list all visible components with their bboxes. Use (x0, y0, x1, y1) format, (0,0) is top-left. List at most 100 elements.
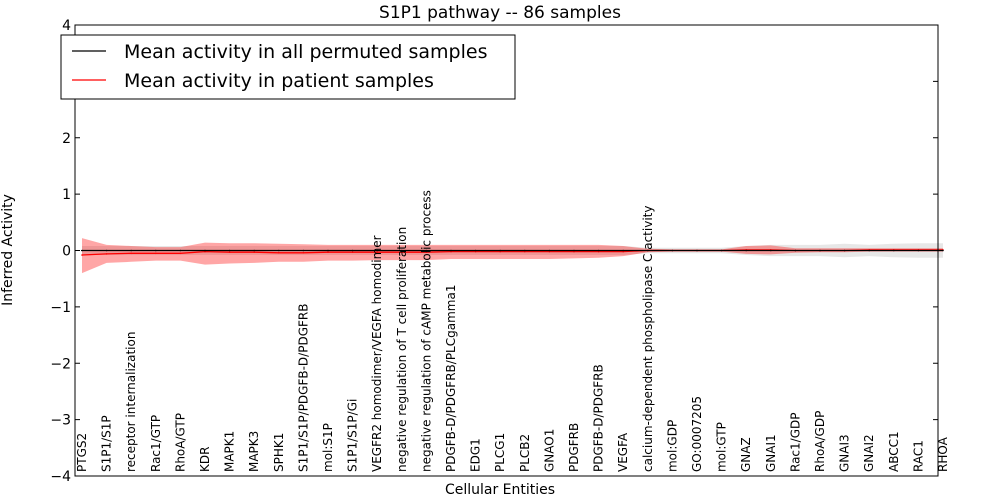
x-tick-label: RAC1 (911, 440, 925, 472)
x-tick-label: ABCC1 (887, 431, 901, 472)
series-0-point (917, 249, 920, 252)
x-tick-label: RHOA (936, 436, 950, 472)
series-1-point (302, 252, 305, 254)
series-0-point (524, 249, 526, 252)
series-1-point (327, 251, 329, 253)
series-0-point (474, 249, 477, 252)
series-1-point (401, 251, 403, 253)
series-0-point (819, 249, 821, 252)
x-tick-label: negative regulation of T cell proliferat… (395, 227, 409, 472)
series-1-point (228, 251, 231, 253)
x-tick-label: Rac1/GTP (149, 415, 163, 472)
series-0-point (351, 249, 354, 252)
y-tick-label: −3 (50, 413, 71, 429)
series-1-point (376, 251, 379, 253)
series-1-point (155, 252, 157, 255)
series-0-point (155, 249, 157, 252)
y-tick-label: 0 (62, 244, 71, 260)
legend: Mean activity in all permuted samples Mea… (60, 34, 516, 100)
y-axis-label: Inferred Activity (0, 194, 16, 306)
legend-label-1: Mean activity in patient samples (124, 70, 434, 92)
legend-box (60, 34, 516, 100)
x-tick-label: S1P1/S1P/Gi (346, 399, 360, 472)
x-tick-label: PLCG1 (493, 433, 507, 472)
x-tick-label: MAPK1 (223, 431, 237, 472)
series-0-point (647, 249, 649, 252)
x-tick-label: PDGFRB (567, 423, 581, 472)
x-tick-label: negative regulation of cAMP metabolic pr… (419, 190, 433, 472)
series-0-point (868, 249, 870, 252)
x-tick-label: GNAI3 (838, 434, 852, 472)
series-0-point (745, 249, 747, 252)
series-1-point (351, 251, 354, 253)
series-0-point (105, 249, 108, 252)
series-0-point (278, 249, 280, 252)
x-tick-label: calcium-dependent phospholipase C activi… (641, 206, 655, 472)
series-0-point (794, 249, 797, 252)
series-0-point (81, 249, 83, 252)
x-tick-label: GNAZ (739, 437, 753, 472)
series-1-point (622, 250, 624, 253)
series-1-point (81, 254, 83, 256)
legend-label-0: Mean activity in all permuted samples (124, 41, 487, 63)
x-tick-label: PDGFB-D/PDGFRB/PLCgamma1 (444, 285, 458, 472)
chart-title: S1P1 pathway -- 86 samples (379, 3, 621, 23)
y-tick-label: 1 (62, 187, 71, 203)
series-0-point (696, 249, 698, 252)
series-1-point (597, 250, 600, 253)
x-tick-label: GO:0007205 (690, 396, 704, 472)
series-0-point (253, 249, 255, 252)
band-series-1 (82, 238, 943, 274)
series-0-point (327, 249, 329, 252)
x-tick-label: PTGS2 (75, 433, 89, 472)
x-tick-label: EDG1 (469, 438, 483, 472)
series-1-point (573, 250, 575, 253)
x-tick-label: S1P1/S1P/PDGFB-D/PDGFRB (296, 304, 310, 472)
series-0-point (450, 249, 452, 252)
x-tick-label: GNAI1 (764, 434, 778, 472)
x-tick-label: GNAO1 (542, 429, 556, 472)
series-1-point (253, 251, 255, 253)
series-0-point (401, 249, 403, 252)
series-0-point (597, 249, 600, 252)
x-tick-label: KDR (198, 447, 212, 472)
x-tick-label: mol:S1P (321, 423, 335, 472)
series-0-point (228, 249, 231, 252)
series-0-point (942, 249, 944, 252)
series-0-point (179, 249, 182, 252)
series-0-point (893, 249, 895, 252)
y-tick-label: −4 (50, 469, 71, 485)
x-tick-label: VEGFA (616, 432, 630, 472)
y-tick-label: −1 (50, 300, 71, 316)
series-0-point (425, 249, 428, 252)
y-tick-label: 2 (62, 131, 71, 147)
x-tick-label: PDGFB-D/PDGFRB (592, 364, 606, 472)
y-tick-label: −2 (50, 356, 71, 372)
x-tick-label: SPHK1 (272, 433, 286, 472)
series-0-point (499, 249, 502, 252)
x-tick-label: S1P1/S1P (100, 415, 114, 472)
series-0-point (204, 249, 206, 252)
series-0-point (302, 249, 305, 252)
x-tick-label: VEGFR2 homodimer/VEGFA homodimer (370, 235, 384, 472)
y-tick-label: 4 (62, 18, 71, 34)
series-1-point (524, 250, 526, 253)
series-0-point (770, 249, 772, 252)
series-0-point (622, 249, 624, 252)
series-1-point (105, 253, 108, 255)
series-0-point (843, 249, 846, 252)
series-0-point (130, 249, 132, 252)
series-1-point (474, 250, 477, 253)
series-0-point (573, 249, 575, 252)
series-1-point (179, 252, 182, 255)
x-tick-label: Rac1/GDP (788, 413, 802, 472)
x-tick-label: MAPK3 (247, 431, 261, 472)
x-axis-label: Cellular Entities (445, 482, 555, 498)
x-tick-label: RhoA/GDP (813, 411, 827, 472)
x-tick-label: receptor internalization (124, 332, 138, 472)
series-1-point (499, 250, 502, 253)
x-tick-label: GNAI2 (862, 434, 876, 472)
series-1-point (130, 252, 132, 255)
series-1-point (548, 250, 551, 253)
